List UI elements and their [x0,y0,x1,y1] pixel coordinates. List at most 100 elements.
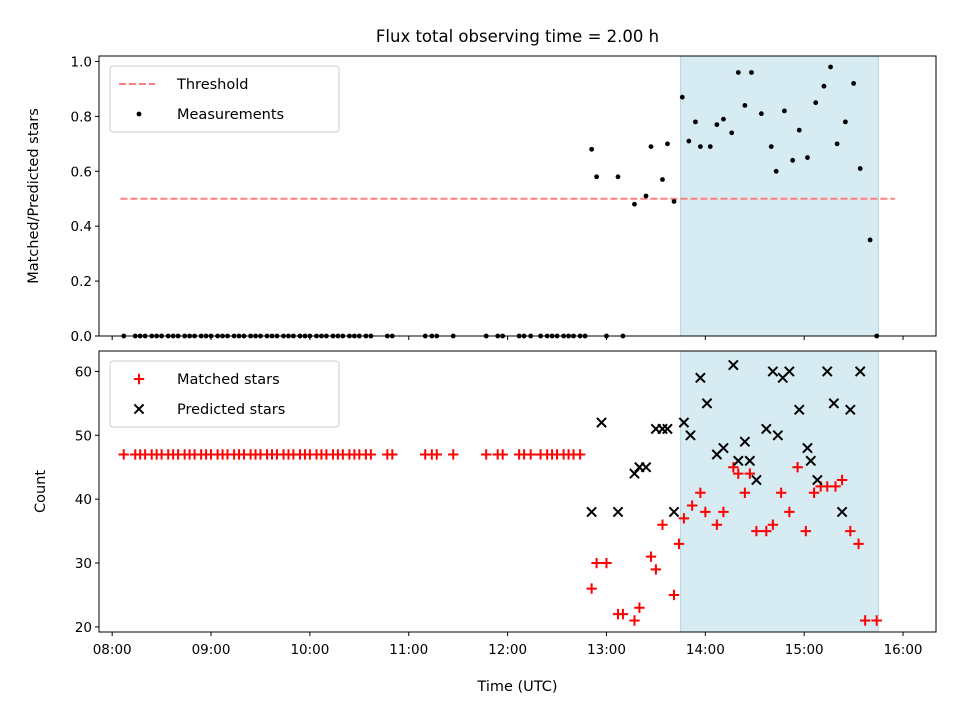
data-point [525,449,536,460]
y-tick-label: 60 [75,364,92,380]
data-point [387,449,398,460]
legend-box [109,65,340,133]
bottom-y-axis-label: Count [33,470,49,513]
data-point [853,538,864,550]
data-point [796,127,802,133]
legend-box [109,360,340,428]
data-point [697,144,703,149]
y-tick-label: 50 [75,428,92,444]
bottom-subplot: 20 30 40 50 60 08:00 09:00 10:00 11:00 12:00 13:00… [75,350,937,658]
top-legend: Threshold Measurements [109,65,340,133]
y-tick-label: 0.8 [71,109,92,125]
legend-swatch [133,403,145,415]
data-point [828,398,840,409]
data-point [678,513,690,524]
y-tick-label: 1.0 [71,54,92,70]
y-tick-label: 0.0 [71,329,92,345]
x-tick-label: 12:00 [488,642,527,658]
data-point [671,199,677,204]
data-point [859,615,871,626]
data-point [707,144,713,149]
legend-label: Matched stars [177,372,280,388]
data-point [751,525,762,537]
data-point [744,455,756,467]
data-point [617,608,629,620]
data-point [812,474,823,486]
data-point [673,538,685,550]
y-tick-label: 0.6 [71,164,92,180]
data-point [821,366,833,377]
data-point [728,359,739,371]
data-point [657,519,668,530]
data-point [845,525,856,537]
data-point [693,119,698,125]
data-point [793,404,805,416]
data-point [601,557,612,569]
data-point [648,144,654,149]
data-point [721,116,726,122]
x-tick-label: 09:00 [192,642,231,658]
data-point [497,449,508,460]
data-point [749,70,754,75]
chart-title: Flux total observing time = 2.00 h [376,27,659,46]
data-point [678,417,690,428]
data-point [742,103,748,108]
data-point [632,201,637,207]
x-tick-label: 13:00 [587,642,626,658]
data-point [657,423,668,435]
data-point [792,462,803,473]
data-point [767,366,779,377]
data-point [365,449,377,460]
legend-label: Measurements [177,107,284,123]
data-point [857,166,863,171]
x-axis-label: Time (UTC) [476,679,557,695]
data-point [842,119,848,125]
data-point [480,449,492,460]
data-point [701,398,713,409]
data-point [784,506,795,518]
x-tick-label: 14:00 [686,642,725,658]
data-point [805,155,810,160]
legend-swatch [133,373,145,385]
measurements-series [121,64,880,339]
data-point [760,423,772,435]
data-point [851,81,857,86]
data-point [775,487,787,498]
data-point [813,100,819,106]
data-point [665,141,670,147]
data-point [805,455,817,467]
y-tick-label: 40 [75,492,92,508]
data-point [586,506,597,518]
data-point [448,449,459,460]
data-point [735,70,741,75]
top-axes-frame [98,55,937,337]
data-point [767,519,779,530]
data-point [728,462,739,473]
x-tick-label: 16:00 [884,642,923,658]
data-point [714,122,720,128]
data-point [574,449,586,460]
data-point [821,83,827,89]
data-point [718,506,729,518]
data-point [830,481,841,492]
data-point [729,130,735,136]
data-point [700,506,711,518]
data-point [836,506,848,518]
top-y-axis-label: Matched/Predicted stars [26,108,42,284]
data-point [845,404,856,416]
x-tick-label: 15:00 [785,642,824,658]
top-observing-window [680,55,879,337]
y-tick-label: 20 [75,620,92,636]
data-point [431,449,442,460]
data-point [739,436,751,447]
bottom-legend: Matched stars Predicted stars [109,360,340,428]
data-point [761,525,772,537]
data-point [828,64,833,70]
data-point [836,474,848,486]
data-point [800,525,812,537]
data-point [758,111,764,117]
data-point [685,429,696,441]
data-point [733,468,744,479]
data-point [802,442,813,454]
